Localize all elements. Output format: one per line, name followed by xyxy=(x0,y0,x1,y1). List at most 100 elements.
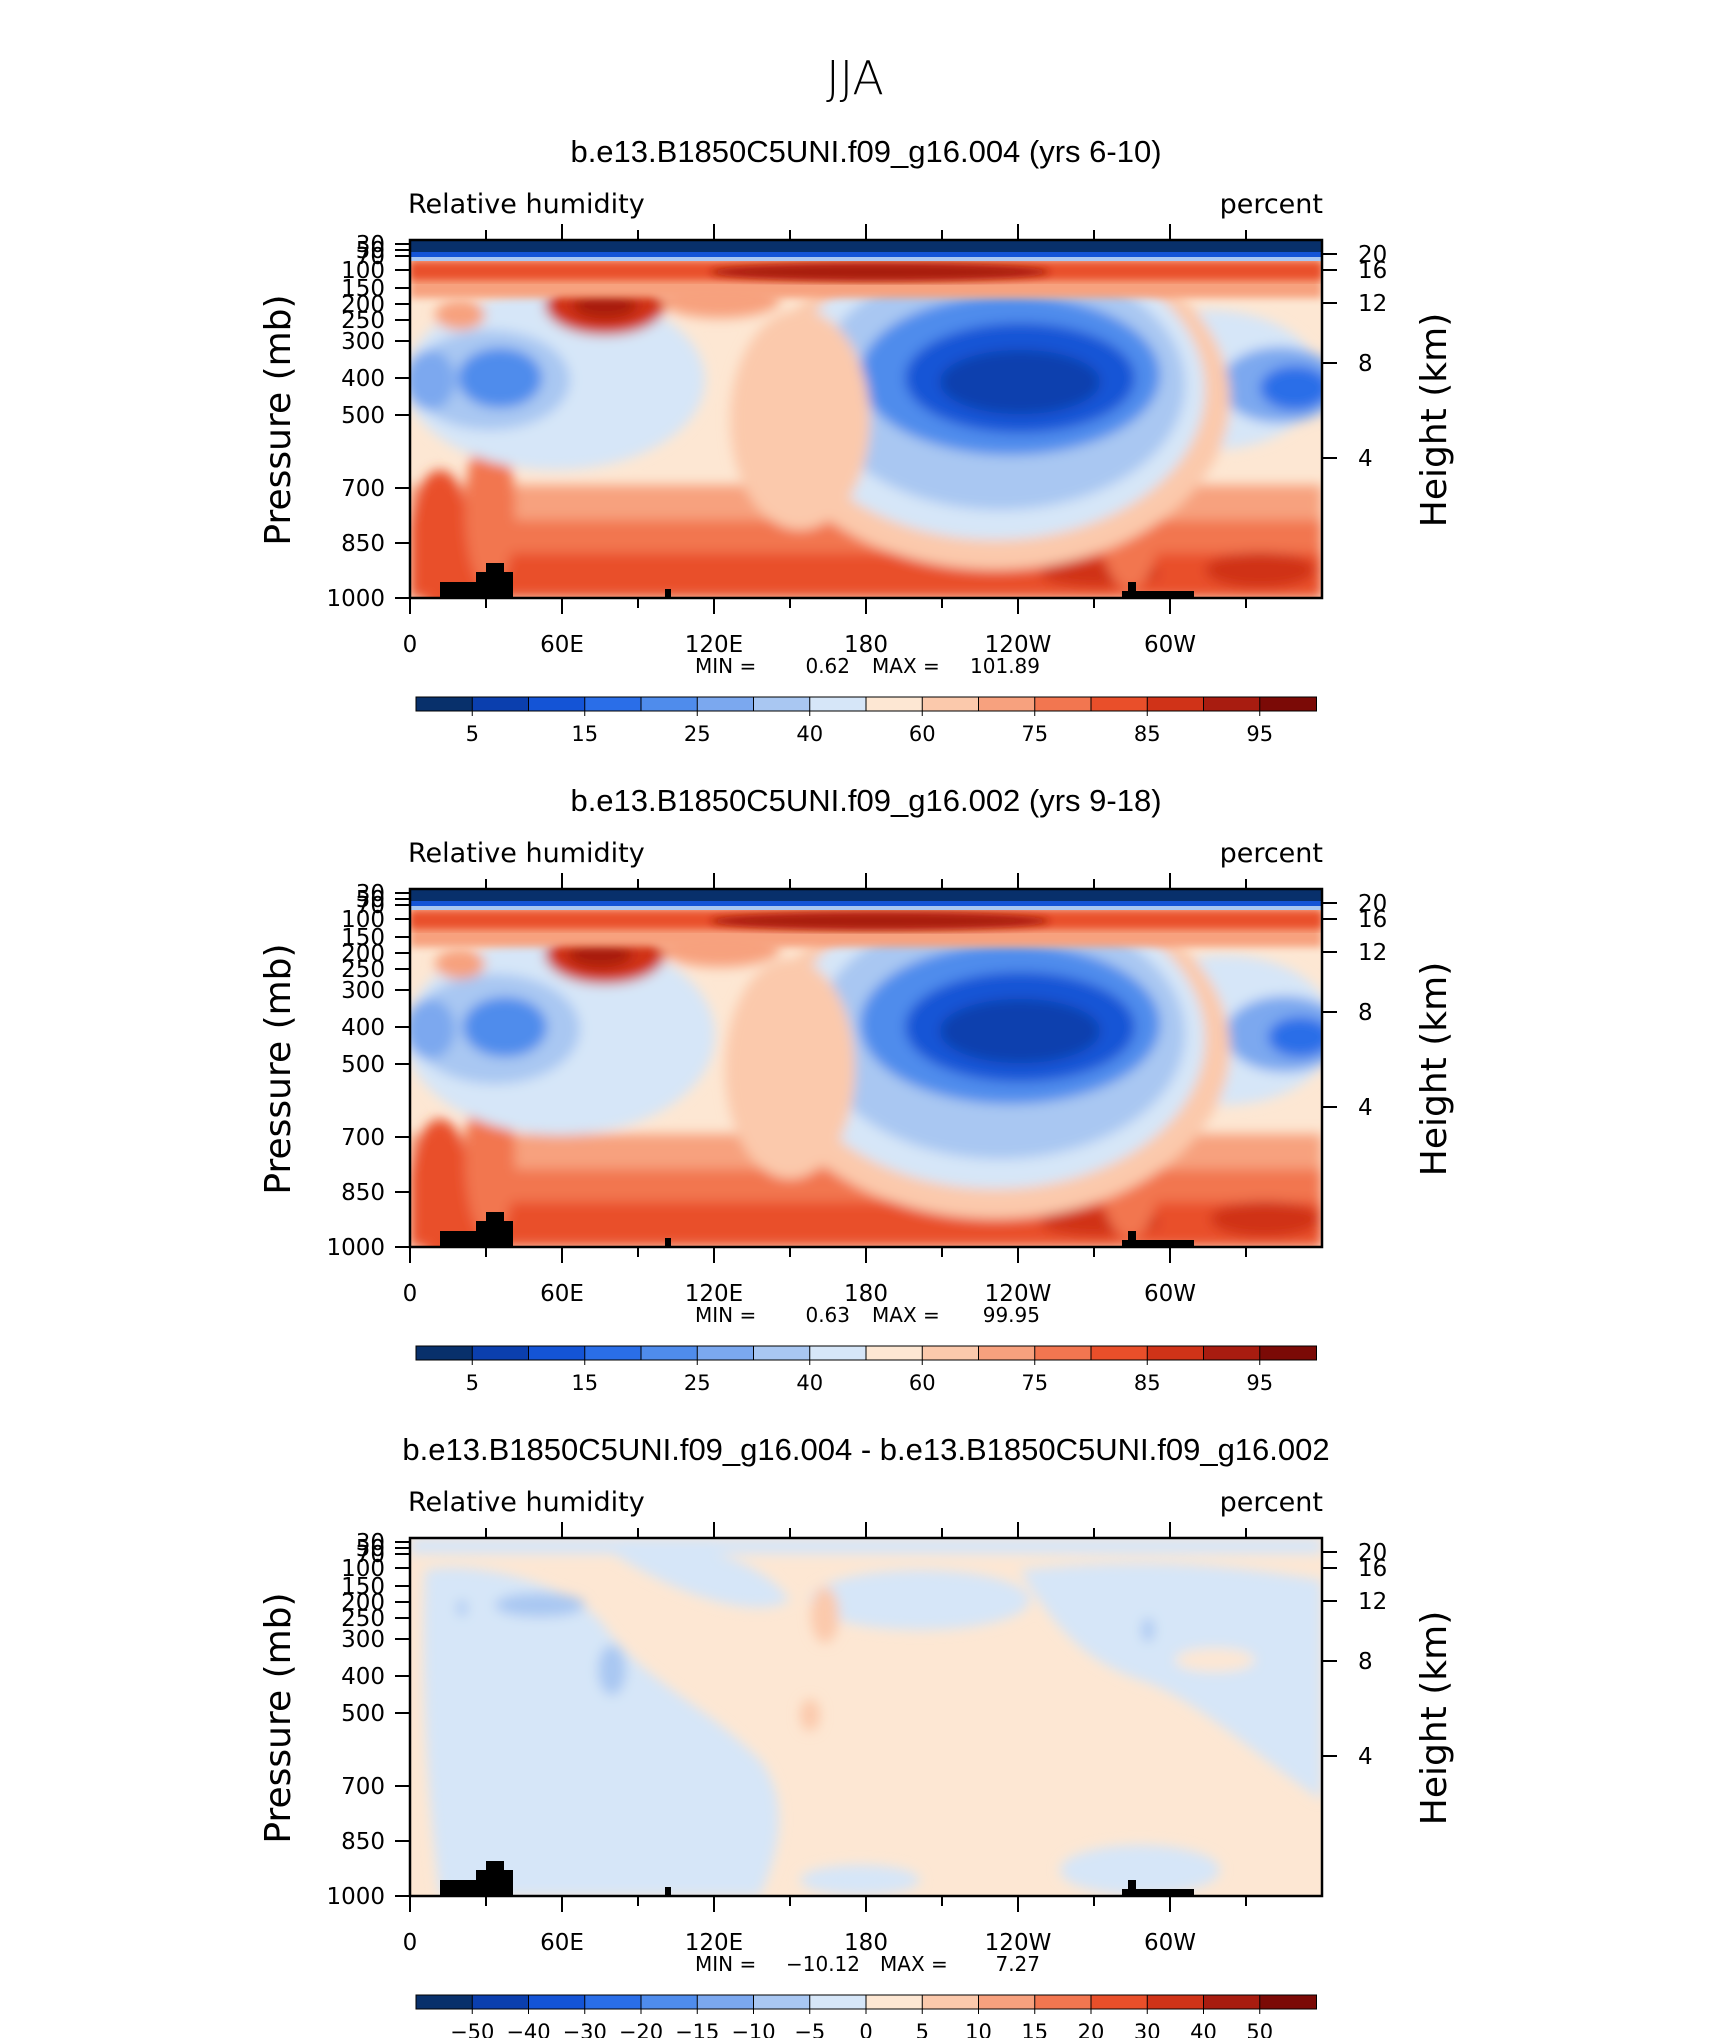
panel-1-ytick: 30 xyxy=(356,232,385,258)
colorbar-swatch xyxy=(528,696,586,712)
panel-2-colorbar: 5 15 25 40 60 75 85 95 xyxy=(415,1345,1317,1395)
panel-3-ylabel-right: Height (km) xyxy=(1414,1611,1455,1825)
colorbar-tick-label: 25 xyxy=(684,1371,711,1395)
panel-2-height-tick: 20 xyxy=(1358,891,1387,917)
panel-1-right-axis: 20 16 12 8 4 xyxy=(1322,242,1387,472)
panel-1-height-tick: 4 xyxy=(1358,446,1373,472)
panel-3-ytick: 200 xyxy=(341,1590,385,1616)
colorbar-swatch xyxy=(1034,1994,1092,2010)
panel-2: b.e13.B1850C5UNI.f09_g16.002 (yrs 9-18) … xyxy=(258,783,1455,1395)
colorbar-tick-label: 60 xyxy=(909,722,936,746)
colorbar-tick-label: 95 xyxy=(1246,722,1273,746)
colorbar-swatch xyxy=(471,1994,530,2010)
panel-1-height-tick: 8 xyxy=(1358,351,1373,377)
panel-2-ytick: 1000 xyxy=(326,1235,385,1261)
colorbar-tick-label: 85 xyxy=(1134,1371,1161,1395)
panel-3-ytick: 100 xyxy=(341,1556,385,1582)
colorbar-swatch xyxy=(978,696,1036,712)
panel-2-max-label: MAX = xyxy=(872,1303,940,1327)
colorbar-swatch xyxy=(415,1994,474,2010)
panel-1-ylabel: Pressure (mb) xyxy=(258,294,299,545)
panel-3-ytick: 700 xyxy=(341,1774,385,1800)
colorbar-swatch xyxy=(528,1345,586,1361)
panel-2-min-value: 0.63 xyxy=(805,1303,850,1327)
colorbar-swatch xyxy=(921,1994,980,2010)
colorbar-swatch xyxy=(1034,696,1092,712)
panel-1-ytick: 1000 xyxy=(326,586,385,612)
colorbar-swatch xyxy=(415,696,474,712)
panel-2-height-tick: 16 xyxy=(1358,907,1387,933)
colorbar-swatch xyxy=(809,1994,867,2010)
colorbar-tick-label: 5 xyxy=(466,722,479,746)
panel-3-xtick: 120E xyxy=(685,1930,743,1956)
panel-3-min-value: −10.12 xyxy=(786,1952,860,1976)
panel-2-min-label: MIN = xyxy=(695,1303,756,1327)
panel-2-field xyxy=(410,889,1322,1247)
panel-2-ytick: 300 xyxy=(341,978,385,1004)
panel-2-ytick: 500 xyxy=(341,1052,385,1078)
panel-1: b.e13.B1850C5UNI.f09_g16.004 (yrs 6-10) … xyxy=(258,134,1455,746)
colorbar-tick-label: 10 xyxy=(965,2020,992,2038)
colorbar-swatch xyxy=(471,696,530,712)
panel-1-max-label: MAX = xyxy=(872,654,940,678)
colorbar-swatch xyxy=(640,1994,699,2010)
colorbar-swatch xyxy=(471,1345,530,1361)
panel-2-ytick: 150 xyxy=(341,925,385,951)
colorbar-swatch xyxy=(1259,696,1317,712)
colorbar-tick-label: −30 xyxy=(563,2020,607,2038)
panel-3-height-tick: 12 xyxy=(1358,1589,1387,1615)
colorbar-swatch xyxy=(640,1345,699,1361)
colorbar-tick-label: 15 xyxy=(1021,2020,1048,2038)
panel-1-height-tick: 20 xyxy=(1358,242,1387,268)
panel-2-max-value: 99.95 xyxy=(983,1303,1040,1327)
panel-3-height-tick: 8 xyxy=(1358,1649,1373,1675)
panel-3-ytick: 850 xyxy=(341,1829,385,1855)
panel-2-xtick: 180 xyxy=(844,1281,888,1307)
colorbar-tick-label: −20 xyxy=(619,2020,663,2038)
panel-3-max-value: 7.27 xyxy=(995,1952,1040,1976)
colorbar-swatch xyxy=(978,1994,1036,2010)
colorbar-swatch xyxy=(584,1994,642,2010)
colorbar-swatch xyxy=(696,1994,755,2010)
panel-3-height-tick: 16 xyxy=(1358,1556,1387,1582)
colorbar-tick-label: 0 xyxy=(859,2020,872,2038)
panel-3-ytick: 500 xyxy=(341,1701,385,1727)
panel-1-title: b.e13.B1850C5UNI.f09_g16.004 (yrs 6-10) xyxy=(570,134,1161,169)
panel-1-ytick: 400 xyxy=(341,366,385,392)
panel-2-ytick: 30 xyxy=(356,881,385,907)
panel-1-stats: MIN = 0.62 MAX = 101.89 xyxy=(695,654,1040,678)
panel-1-ytick: 50 xyxy=(356,238,385,264)
colorbar-swatch xyxy=(584,696,642,712)
colorbar-tick-label: −5 xyxy=(794,2020,825,2038)
panel-3-ytick: 50 xyxy=(356,1536,385,1562)
panel-1-y-axis: 30 50 70 100 150 200 250 300 400 500 700… xyxy=(326,232,410,612)
panel-2-ytick: 50 xyxy=(356,887,385,913)
colorbar-tick-label: 60 xyxy=(909,1371,936,1395)
colorbar-swatch xyxy=(1259,1994,1317,2010)
panel-1-variable-label: Relative humidity xyxy=(408,189,645,220)
panel-3-y-axis: 30 50 70 100 150 200 250 300 400 500 700… xyxy=(326,1530,410,1910)
panel-2-xtick: 60E xyxy=(540,1281,584,1307)
figure-title: JJA xyxy=(826,51,884,105)
panel-3-variable-label: Relative humidity xyxy=(408,1487,645,1518)
panel-2-ytick: 70 xyxy=(356,893,385,919)
panel-3-units-label: percent xyxy=(1220,1487,1323,1518)
colorbar-swatch xyxy=(640,696,699,712)
panel-3-ytick: 1000 xyxy=(326,1884,385,1910)
colorbar-swatch xyxy=(865,1345,924,1361)
colorbar-tick-label: 25 xyxy=(684,722,711,746)
panel-3-ytick: 150 xyxy=(341,1574,385,1600)
panel-3-height-tick: 20 xyxy=(1358,1540,1387,1566)
panel-1-xtick: 0 xyxy=(403,632,418,658)
panel-1-ytick: 700 xyxy=(341,476,385,502)
colorbar-tick-label: −50 xyxy=(450,2020,494,2038)
colorbar-swatch xyxy=(809,1345,867,1361)
colorbar-tick-label: −10 xyxy=(731,2020,775,2038)
colorbar-swatch xyxy=(809,696,867,712)
panel-2-title: b.e13.B1850C5UNI.f09_g16.002 (yrs 9-18) xyxy=(570,783,1161,818)
panel-3-title: b.e13.B1850C5UNI.f09_g16.004 - b.e13.B18… xyxy=(402,1432,1329,1467)
panel-3-ytick: 400 xyxy=(341,1664,385,1690)
panel-1-min-label: MIN = xyxy=(695,654,756,678)
colorbar-swatch xyxy=(1203,696,1261,712)
colorbar-swatch xyxy=(1146,696,1205,712)
